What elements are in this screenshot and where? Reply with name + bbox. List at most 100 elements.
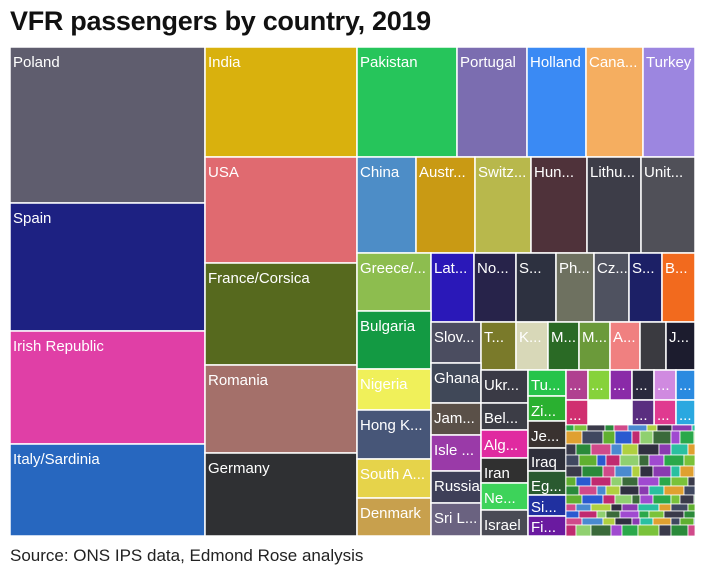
treemap-label-a: A... [613,329,636,346]
treemap-cell-pakistan[interactable] [356,46,458,158]
treemap-cell-israel[interactable] [480,509,529,537]
treemap-tiny-cell [639,494,654,505]
treemap-tiny-cell [565,454,580,467]
treemap-tiny-cell [658,476,672,487]
treemap-label-singapore: Si... [531,499,557,516]
treemap-cell-lithuania[interactable] [586,156,642,254]
treemap-cell-sri-lanka[interactable] [430,502,482,537]
treemap-tiny-cell [590,524,612,537]
treemap-cell-bulgaria[interactable] [356,310,432,370]
treemap-tiny-cell [639,430,654,445]
treemap-tiny-cell [590,503,612,512]
treemap-tiny-cell [602,494,616,505]
treemap-tiny-cell [687,476,696,487]
treemap-tiny-cell [614,430,633,445]
treemap-tiny-cell [652,494,672,505]
treemap-cell-irish-republic[interactable] [9,330,206,445]
treemap-tiny-cell [565,503,577,512]
treemap-tiny-cell [605,454,621,467]
treemap-tiny-cell [565,485,580,496]
treemap-cell-germany[interactable] [204,452,358,537]
treemap-cell-a[interactable] [609,321,641,371]
treemap-label-romania: Romania [208,372,269,389]
treemap-cell-russia[interactable] [430,470,482,504]
treemap-cell-holland[interactable] [526,46,587,158]
treemap-label-tunisia: Tu... [531,377,560,394]
treemap-label-israel: Israel [484,517,521,534]
treemap-tiny-cell [652,430,672,445]
treemap-cell-jamaica[interactable] [430,402,482,436]
treemap-cell-s1[interactable] [515,252,557,323]
treemap-label-bulgaria: Bulgaria [360,318,416,335]
treemap-cell-poland[interactable] [9,46,206,204]
treemap-tiny-cell [610,443,623,456]
treemap-cell-isle-of-man[interactable] [430,434,482,472]
treemap-label-portugal: Portugal [460,54,516,71]
treemap-tiny-cell [683,485,696,496]
treemap-tiny-cell [658,503,672,512]
treemap-tiny-cell [605,485,621,496]
treemap-tiny-cell [671,424,693,432]
treemap-label-s9: ... [635,407,648,424]
treemap-cell-turkey[interactable] [642,46,696,158]
treemap-tiny-cell [565,476,577,487]
treemap-cell-zimbabwe[interactable] [527,395,567,422]
treemap-label-norway: No... [477,260,509,277]
treemap-cell-switzerland[interactable] [474,156,532,254]
treemap-cell-italy-sardinia[interactable] [9,443,206,537]
treemap-tiny-cell [565,443,577,456]
treemap-tiny-cell [648,510,665,519]
treemap-tiny-cell [619,510,640,519]
treemap-cell-jersey[interactable] [527,420,567,449]
treemap-cell-australia[interactable] [415,156,476,254]
treemap-label-b: B... [665,260,688,277]
treemap-cell-united[interactable] [640,156,696,254]
treemap-label-t: T... [484,329,504,346]
treemap-label-nepal: Ne... [484,490,516,507]
treemap-cell-b[interactable] [661,252,696,323]
treemap-tiny-cell [581,430,604,445]
treemap-tiny-cell [575,503,592,512]
treemap-cell-greece[interactable] [356,252,432,312]
treemap-cell-j[interactable] [665,321,696,371]
treemap-cell-spain[interactable] [9,202,206,332]
treemap-cell-canada[interactable] [585,46,644,158]
treemap-tiny-cell [621,503,639,512]
treemap-tiny-cell [679,465,695,478]
treemap-tiny-cell [631,494,641,505]
treemap-label-holland: Holland [530,54,581,71]
treemap-cell-philippines[interactable] [555,252,595,323]
treemap-cell-denmark[interactable] [356,497,432,537]
treemap-tiny-cell [656,424,673,432]
treemap-cell-hungary[interactable] [530,156,588,254]
treemap-tiny-cell [663,454,685,467]
treemap-cell-small-1[interactable] [639,321,667,371]
treemap-cell-nigeria[interactable] [356,368,432,411]
treemap-cells [9,46,696,537]
treemap-cell-norway[interactable] [473,252,517,323]
treemap-cell-belgium[interactable] [480,402,529,431]
treemap-label-ukraine: Ukr... [484,377,519,394]
treemap-label-south-africa: South A... [360,466,425,483]
treemap-label-s8: ... [657,407,670,424]
treemap-label-turkey: Turkey [646,54,692,71]
treemap-tiny-cell [683,510,696,519]
treemap-label-nigeria: Nigeria [360,376,408,393]
treemap-cell-china[interactable] [356,156,417,254]
treemap-cell-romania[interactable] [204,364,358,454]
treemap-tiny-cell [631,430,641,445]
treemap-cell-hong-kong[interactable] [356,409,432,460]
treemap-cell-france-corsica[interactable] [204,262,358,366]
treemap-label-isle-of-man: Isle ... [434,442,474,459]
treemap-tiny-cell [670,503,689,512]
treemap-label-irish-republic: Irish Republic [13,338,104,355]
treemap-tiny-cell [670,517,681,526]
treemap-tiny-cell [619,454,640,467]
treemap-label-hungary: Hun... [534,164,574,181]
treemap-tiny-cell [575,443,592,456]
treemap-cell-iran[interactable] [480,457,529,484]
treemap-tiny-cell [670,524,689,537]
treemap-cell-czech[interactable] [593,252,630,323]
treemap-tiny-cell [610,524,623,537]
treemap-label-spain: Spain [13,210,51,227]
